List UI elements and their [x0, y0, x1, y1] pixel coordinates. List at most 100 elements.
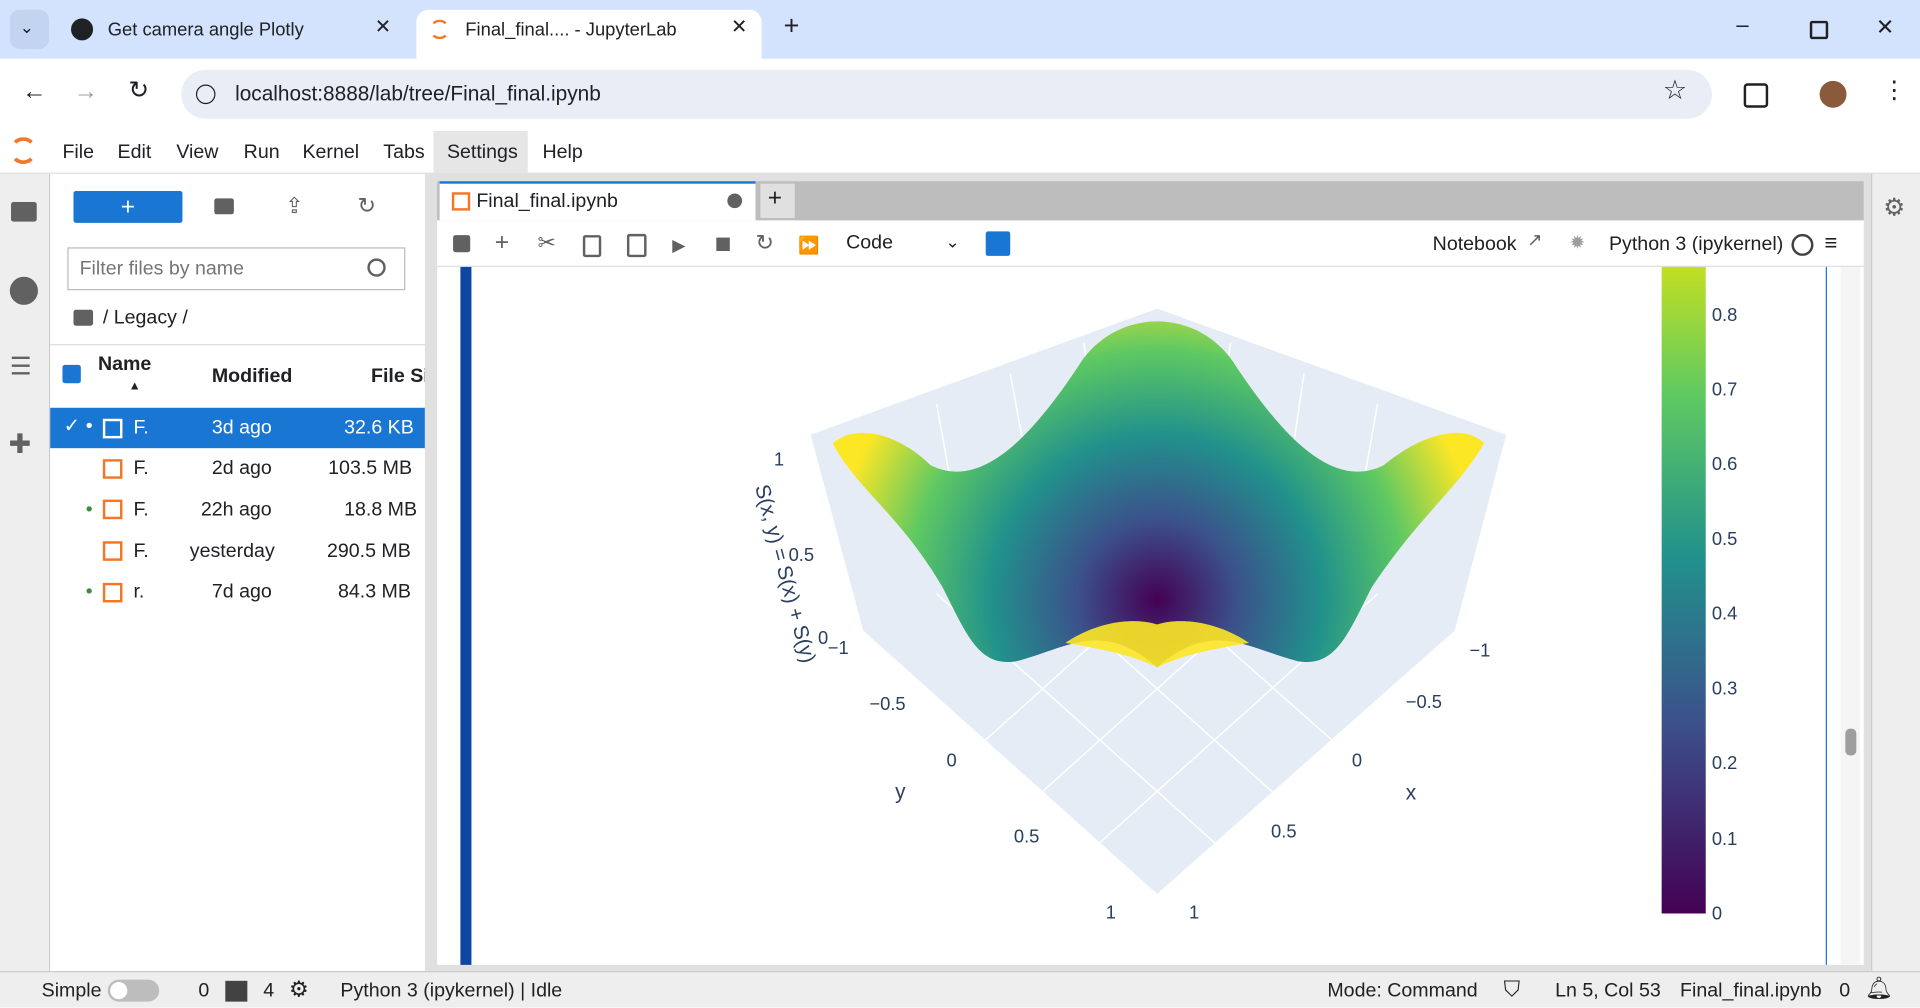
running-dot: • [85, 499, 93, 521]
notification-bell[interactable]: 🔔︎ [1864, 975, 1893, 1001]
menu-item[interactable]: Kernel [302, 142, 360, 163]
new-tab[interactable]: + [783, 9, 800, 41]
profile[interactable] [1819, 80, 1847, 108]
cursor-position[interactable]: Ln 5, Col 53 [1555, 980, 1661, 1002]
url: localhost:8888/lab/tree/Final_final.ipyn… [235, 82, 601, 106]
y-tick: −1 [828, 637, 849, 658]
colorbar-tick: 0.7 [1712, 379, 1738, 400]
minimize[interactable]: – [1736, 12, 1749, 37]
tab-close[interactable]: ✕ [731, 17, 748, 38]
run-all[interactable]: ⏩ [798, 235, 820, 255]
y-tick: −0.5 [869, 693, 905, 714]
site-info[interactable] [195, 84, 216, 105]
kernel-name[interactable]: Python 3 (ipykernel) [1608, 233, 1784, 255]
dirty-indicator[interactable] [727, 193, 743, 209]
file-size: 84.3 MB [337, 581, 411, 603]
add-tab[interactable] [760, 183, 795, 218]
paste[interactable] [626, 233, 647, 258]
running-dot: • [85, 581, 93, 603]
mode-toggle-label: Simple [41, 980, 102, 1002]
files-icon[interactable] [11, 202, 37, 222]
sidebar-right [1871, 173, 1920, 972]
forward[interactable]: → [73, 78, 98, 106]
notebook-icon [102, 499, 123, 520]
notebook-menu[interactable]: ≡ [1824, 230, 1838, 255]
extensions-icon[interactable]: ✚ [8, 428, 32, 460]
file-row-selected[interactable] [50, 407, 425, 449]
insert-cell[interactable]: + [494, 228, 510, 256]
notebook-label[interactable]: Notebook [1432, 233, 1517, 255]
debugger[interactable]: ✹ [1569, 232, 1586, 254]
menu-item[interactable]: File [62, 142, 95, 163]
settings-icon[interactable]: ⚙ [1883, 194, 1906, 222]
file-name: Final_final.ipynb [1680, 980, 1822, 1002]
kernel-state[interactable]: Python 3 (ipykernel) | Idle [340, 980, 563, 1002]
notebook-icon [102, 582, 123, 603]
menu-item[interactable]: Settings [446, 142, 518, 163]
bookmark[interactable]: ☆ [1662, 74, 1688, 106]
menu-item[interactable]: Run [243, 142, 280, 163]
run[interactable]: ▶ [672, 235, 686, 255]
restart[interactable]: ↻ [755, 230, 774, 255]
filter-box[interactable] [67, 247, 406, 291]
tab-close[interactable]: ✕ [374, 17, 392, 38]
column-header[interactable]: File Si [371, 366, 429, 387]
toc-icon[interactable]: ☰ [9, 353, 32, 381]
column-header[interactable]: Name [97, 353, 152, 375]
file-name: F. [133, 499, 149, 521]
restore[interactable] [1809, 20, 1829, 40]
scroll-thumb[interactable] [1845, 728, 1857, 756]
url-box[interactable] [181, 69, 1712, 119]
browser-menu[interactable]: ⋮ [1882, 77, 1907, 105]
colorbar-tick: 0.2 [1712, 752, 1738, 773]
menu-hover [433, 131, 528, 173]
new-launcher[interactable]: + [73, 191, 183, 223]
colorbar-tick: 0.3 [1712, 677, 1738, 698]
check: ✓ [63, 416, 81, 438]
y-axis-title: y [895, 780, 906, 803]
y-tick: 0 [947, 750, 957, 771]
refresh[interactable]: ↻ [357, 193, 377, 218]
select-all[interactable] [62, 364, 81, 384]
filter-placeholder: Filter files by name [79, 258, 245, 280]
interrupt[interactable] [716, 237, 730, 252]
y-tick: 0.5 [1014, 825, 1040, 846]
tab-icon [429, 19, 450, 40]
menu-item[interactable]: View [176, 142, 219, 163]
back[interactable]: ← [22, 78, 47, 106]
running-icon[interactable] [9, 276, 38, 305]
extensions[interactable] [1743, 83, 1769, 108]
scrollbar[interactable] [1840, 266, 1861, 965]
upload[interactable]: ⇪ [285, 193, 304, 218]
close-window[interactable]: ✕ [1875, 14, 1895, 40]
notebook-icon [102, 459, 123, 479]
x-tick: −1 [1469, 639, 1490, 660]
menu-item[interactable]: Help [542, 142, 583, 163]
reload[interactable]: ↻ [128, 77, 150, 105]
menu-item[interactable]: Tabs [383, 142, 425, 163]
tab-strip [0, 0, 1920, 59]
save[interactable] [453, 235, 471, 253]
cut[interactable]: ✂ [537, 230, 557, 255]
menu-item[interactable]: Edit [117, 142, 152, 163]
terminal-icon [225, 980, 248, 1002]
cell-type[interactable]: Code [846, 232, 893, 254]
tab-title: Get camera angle Plotly [107, 19, 304, 41]
notebook-icon [451, 192, 471, 211]
tab-active[interactable] [416, 9, 762, 59]
colorbar-tick: 0.5 [1712, 528, 1738, 549]
column-header[interactable]: Modified [211, 366, 293, 387]
copy[interactable] [582, 235, 602, 258]
notebook-tab[interactable] [439, 181, 756, 221]
property-inspector[interactable] [985, 231, 1011, 256]
colorbar-tick: 0.4 [1712, 603, 1738, 624]
file-modified: 7d ago [211, 581, 272, 603]
file-size: 32.6 KB [344, 417, 414, 439]
z-axis-title: S(x, y) = S(x) + S(y) [750, 482, 820, 665]
cell-collapser[interactable] [460, 266, 472, 965]
tab-search[interactable] [9, 9, 49, 49]
breadcrumb[interactable]: / Legacy / [102, 307, 188, 329]
toggle-knob [110, 982, 128, 1000]
new-folder[interactable] [214, 198, 234, 215]
